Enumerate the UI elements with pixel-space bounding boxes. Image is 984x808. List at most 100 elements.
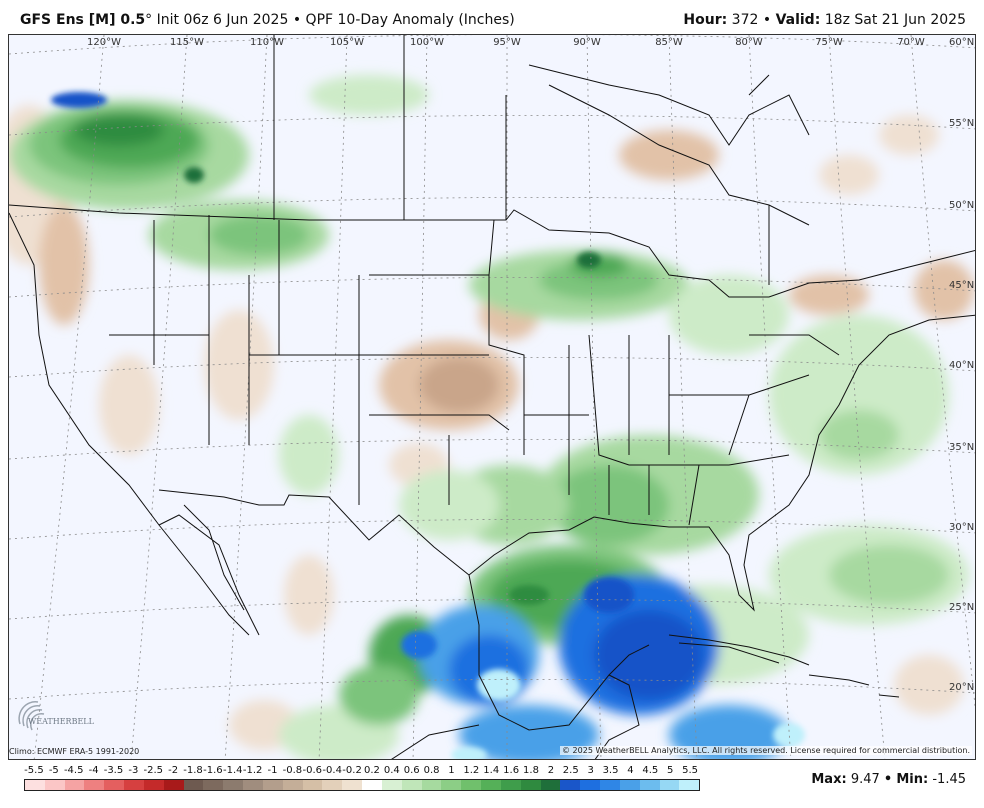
- lon-label: 90°W: [573, 37, 601, 48]
- anomaly-blob: [879, 115, 939, 155]
- legend-label: -0.4: [322, 765, 342, 776]
- legend-swatch: [342, 780, 363, 790]
- legend-label: 2.5: [562, 765, 579, 776]
- max-value: 9.47: [850, 772, 880, 787]
- lon-label: 100°W: [410, 37, 444, 48]
- anomaly-blob: [279, 415, 339, 495]
- legend-label: 0.6: [403, 765, 420, 776]
- anomaly-blob: [204, 310, 274, 420]
- legend-label: -3.5: [103, 765, 124, 776]
- anomaly-blob: [829, 545, 949, 605]
- axis-labels: 120°W 115°W 110°W 105°W 100°W 95°W 90°W 85°W 80°…: [87, 37, 974, 693]
- legend-swatch: [25, 780, 45, 790]
- anomaly-blob: [401, 631, 437, 659]
- border-line: [668, 634, 810, 666]
- border-line: [468, 574, 650, 731]
- legend-label: -2.5: [143, 765, 163, 776]
- legend-swatch: [421, 780, 442, 790]
- product-name: QPF 10-Day Anomaly (Inches): [305, 12, 515, 28]
- copyright-note: © 2025 WeatherBELL Analytics, LLC. All r…: [560, 746, 972, 755]
- anomaly-blob: [184, 167, 204, 183]
- legend-swatch: [362, 780, 382, 790]
- anomaly-blob: [51, 92, 107, 108]
- legend-swatch: [481, 780, 501, 790]
- border-line: [9, 204, 975, 298]
- border-line: [273, 35, 810, 285]
- border-line: [109, 215, 840, 526]
- anomaly-blob: [339, 665, 419, 725]
- legend-label: 5.5: [682, 765, 698, 776]
- separator: •: [762, 12, 772, 28]
- map-canvas: 120°W 115°W 110°W 105°W 100°W 95°W 90°W 85°W 80°…: [9, 35, 975, 759]
- legend-swatch: [124, 780, 144, 790]
- max-min-readout: Max: 9.47 • Min: -1.45: [811, 772, 966, 787]
- legend-label: 2: [547, 765, 555, 776]
- legend-swatch: [500, 780, 521, 790]
- legend-label: -5: [48, 765, 59, 776]
- anomaly-blob: [894, 655, 964, 715]
- anomaly-blob: [669, 705, 789, 759]
- lon-label: 70°W: [897, 37, 925, 48]
- lon-label: 110°W: [250, 37, 284, 48]
- border-line: [468, 314, 975, 612]
- legend-swatch: [243, 780, 263, 790]
- anomaly-blob: [39, 205, 89, 325]
- legend-swatch: [441, 780, 462, 790]
- lon-label: 95°W: [493, 37, 521, 48]
- max-label: Max: [811, 772, 842, 787]
- legend-swatch: [44, 780, 65, 790]
- title-left: GFS Ens [M] 0.5° Init 06z 6 Jun 2025 • Q…: [20, 12, 515, 28]
- anomaly-blob: [914, 260, 974, 320]
- legend-swatch: [540, 780, 561, 790]
- legend-label: 0.8: [423, 765, 440, 776]
- legend-swatch: [560, 780, 581, 790]
- anomaly-field: [9, 75, 974, 759]
- legend-label: -1.8: [183, 765, 203, 776]
- map-panel[interactable]: 120°W 115°W 110°W 105°W 100°W 95°W 90°W 85°W 80°…: [8, 34, 976, 760]
- weatherbell-logo: WEATHERBELL: [12, 694, 98, 736]
- legend-swatch: [143, 780, 164, 790]
- lat-label: 30°N: [949, 522, 974, 533]
- climo-note: Climo: ECMWF ERA-5 1991-2020: [9, 747, 140, 756]
- title-right: Hour: 372 • Valid: 18z Sat 21 Jun 2025: [683, 12, 966, 28]
- legend-swatch: [203, 780, 224, 790]
- anomaly-blob: [594, 610, 704, 700]
- legend-swatch: [322, 780, 343, 790]
- legend-swatch: [679, 780, 700, 790]
- legend-labels: -5.5 -5 -4.5 -4 -3.5 -3 -2.5 -2 -1.8 -1.6 -1.4 -1.2…: [24, 765, 700, 779]
- border-line: [528, 64, 810, 146]
- lat-label: 20°N: [949, 682, 974, 693]
- lon-label: 80°W: [735, 37, 763, 48]
- legend-swatch: [381, 780, 402, 790]
- legend-label: -4: [88, 765, 99, 776]
- lat-label: 60°N: [949, 37, 974, 48]
- legend-label: 3: [587, 765, 594, 776]
- logo-wordmark: WEATHERBELL: [28, 717, 95, 726]
- min-label: Min: [896, 772, 924, 787]
- legend-label: 1: [448, 765, 455, 776]
- lat-label: 25°N: [949, 602, 974, 613]
- lon-label: 115°W: [170, 37, 204, 48]
- border-line: [158, 504, 260, 636]
- anomaly-blob: [773, 723, 805, 747]
- political-borders: [9, 35, 975, 759]
- legend-swatch: [104, 780, 125, 790]
- border-line: [158, 489, 470, 576]
- anomaly-blob: [284, 555, 334, 635]
- color-legend: [24, 779, 700, 791]
- anomaly-blob: [74, 114, 164, 146]
- anomaly-blob: [99, 355, 159, 455]
- border-line: [808, 674, 900, 698]
- legend-label: 1.8: [523, 765, 539, 776]
- lat-lon-grid: [9, 35, 975, 759]
- legend-label: -1.6: [203, 765, 223, 776]
- legend-label: -0.8: [282, 765, 303, 776]
- lat-label: 40°N: [949, 360, 974, 371]
- legend-swatch: [64, 780, 85, 790]
- legend-label: -1.4: [222, 765, 243, 776]
- anomaly-blob: [789, 275, 869, 315]
- anomaly-blob: [451, 747, 487, 759]
- hour-label: Hour:: [683, 12, 728, 28]
- anomaly-blob: [619, 130, 719, 180]
- legend-label: -3: [128, 765, 139, 776]
